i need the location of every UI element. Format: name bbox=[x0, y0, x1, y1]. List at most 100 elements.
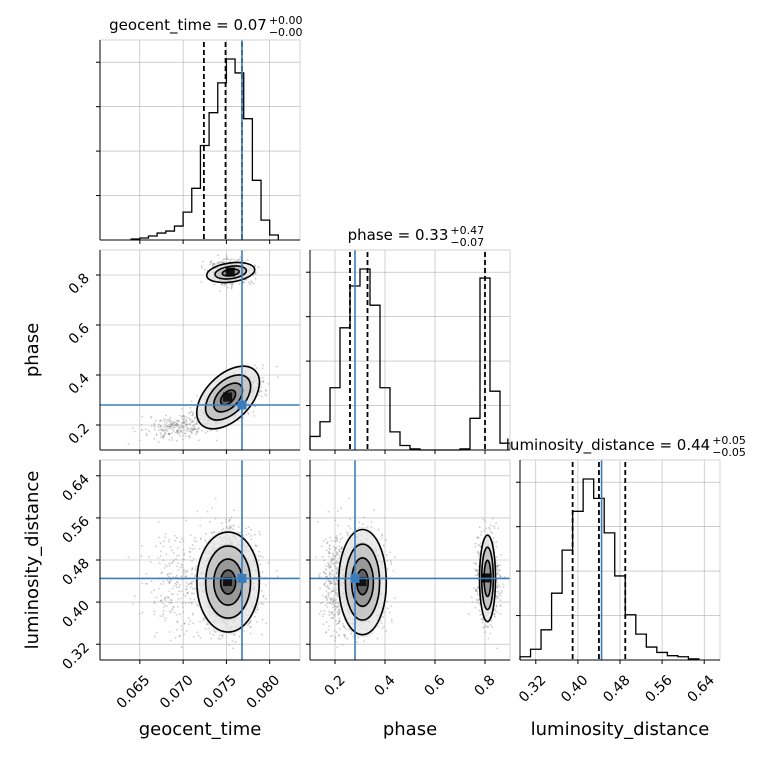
sample-point bbox=[168, 582, 171, 585]
sample-point bbox=[191, 548, 194, 551]
sample-point bbox=[193, 575, 196, 577]
sample-point bbox=[150, 591, 153, 593]
sample-point bbox=[254, 533, 256, 536]
sample-point bbox=[190, 582, 193, 585]
sample-point bbox=[182, 568, 185, 571]
sample-point bbox=[182, 426, 185, 429]
sample-point bbox=[234, 641, 237, 644]
sample-point bbox=[171, 424, 173, 427]
sample-point bbox=[216, 261, 219, 264]
sample-point bbox=[191, 414, 194, 417]
sample-point bbox=[222, 258, 225, 261]
sample-point bbox=[162, 436, 165, 439]
sample-point bbox=[261, 377, 264, 379]
sample-point bbox=[161, 429, 164, 431]
sample-point bbox=[205, 532, 207, 535]
sample-point bbox=[138, 439, 141, 442]
sample-point bbox=[188, 550, 191, 553]
sample-point bbox=[265, 394, 268, 397]
sample-point bbox=[184, 435, 187, 437]
sample-point bbox=[177, 547, 179, 550]
sample-point bbox=[276, 376, 279, 378]
sample-point bbox=[193, 428, 196, 431]
sample-point bbox=[183, 426, 186, 429]
sample-point bbox=[244, 527, 247, 530]
sample-point bbox=[174, 576, 177, 578]
sample-point bbox=[197, 439, 200, 442]
sample-point bbox=[153, 428, 156, 431]
sample-point bbox=[257, 559, 260, 561]
sample-point bbox=[168, 432, 171, 435]
sample-point bbox=[179, 584, 182, 586]
sample-point bbox=[212, 531, 215, 533]
sample-point bbox=[204, 628, 207, 630]
sample-point bbox=[173, 422, 176, 424]
sample-point bbox=[185, 423, 187, 426]
sample-point bbox=[176, 422, 179, 425]
sample-point bbox=[168, 433, 171, 436]
sample-point bbox=[192, 424, 195, 427]
sample-point bbox=[168, 581, 171, 584]
sample-point bbox=[260, 395, 263, 398]
sample-point bbox=[181, 570, 184, 573]
grid-layer bbox=[100, 40, 720, 660]
sample-point bbox=[183, 569, 186, 572]
sample-point bbox=[197, 634, 200, 637]
sample-point bbox=[168, 420, 171, 423]
sample-point bbox=[167, 575, 170, 578]
sample-point bbox=[171, 609, 173, 611]
sample-point bbox=[153, 426, 156, 428]
sample-point bbox=[181, 566, 184, 568]
sample-point bbox=[162, 583, 165, 585]
sample-point bbox=[150, 416, 153, 419]
sample-point bbox=[167, 433, 170, 435]
sample-point bbox=[178, 433, 180, 435]
sample-point bbox=[176, 431, 179, 434]
sample-point bbox=[193, 417, 196, 420]
sample-point bbox=[174, 431, 177, 434]
sample-point bbox=[228, 525, 231, 528]
sample-point bbox=[170, 422, 173, 425]
sample-point bbox=[179, 566, 182, 569]
sample-point bbox=[249, 626, 252, 629]
sample-point bbox=[145, 432, 148, 435]
sample-point bbox=[172, 593, 175, 596]
sample-point bbox=[172, 430, 175, 433]
sample-point bbox=[230, 287, 233, 289]
sample-point bbox=[192, 412, 195, 414]
sample-point bbox=[164, 428, 167, 431]
sample-point bbox=[160, 572, 163, 574]
sample-point bbox=[160, 433, 163, 436]
sample-point bbox=[164, 433, 166, 436]
sample-point bbox=[257, 394, 260, 397]
sample-point bbox=[153, 422, 156, 425]
sample-point bbox=[231, 283, 234, 286]
sample-point bbox=[188, 435, 190, 438]
sample-point bbox=[192, 413, 194, 415]
sample-point bbox=[218, 261, 221, 264]
sample-point bbox=[260, 602, 263, 605]
sample-point bbox=[215, 439, 218, 442]
sample-point bbox=[185, 418, 188, 421]
sample-point bbox=[188, 623, 190, 626]
sample-point bbox=[169, 426, 172, 428]
sample-point bbox=[196, 603, 198, 606]
sample-point bbox=[212, 262, 214, 265]
sample-point bbox=[219, 637, 222, 640]
sample-point bbox=[185, 423, 187, 426]
sample-point bbox=[252, 282, 255, 285]
sample-point bbox=[166, 573, 169, 576]
sample-point bbox=[190, 420, 193, 423]
sample-point bbox=[179, 429, 182, 432]
sample-point bbox=[177, 562, 180, 564]
sample-point bbox=[259, 533, 261, 536]
sample-point bbox=[262, 380, 265, 383]
sample-point bbox=[162, 430, 165, 432]
sample-point bbox=[184, 571, 187, 574]
sample-point bbox=[199, 538, 202, 541]
sample-point bbox=[155, 434, 158, 436]
sample-point bbox=[171, 423, 174, 426]
sample-point bbox=[213, 531, 216, 534]
sample-point bbox=[247, 411, 250, 414]
